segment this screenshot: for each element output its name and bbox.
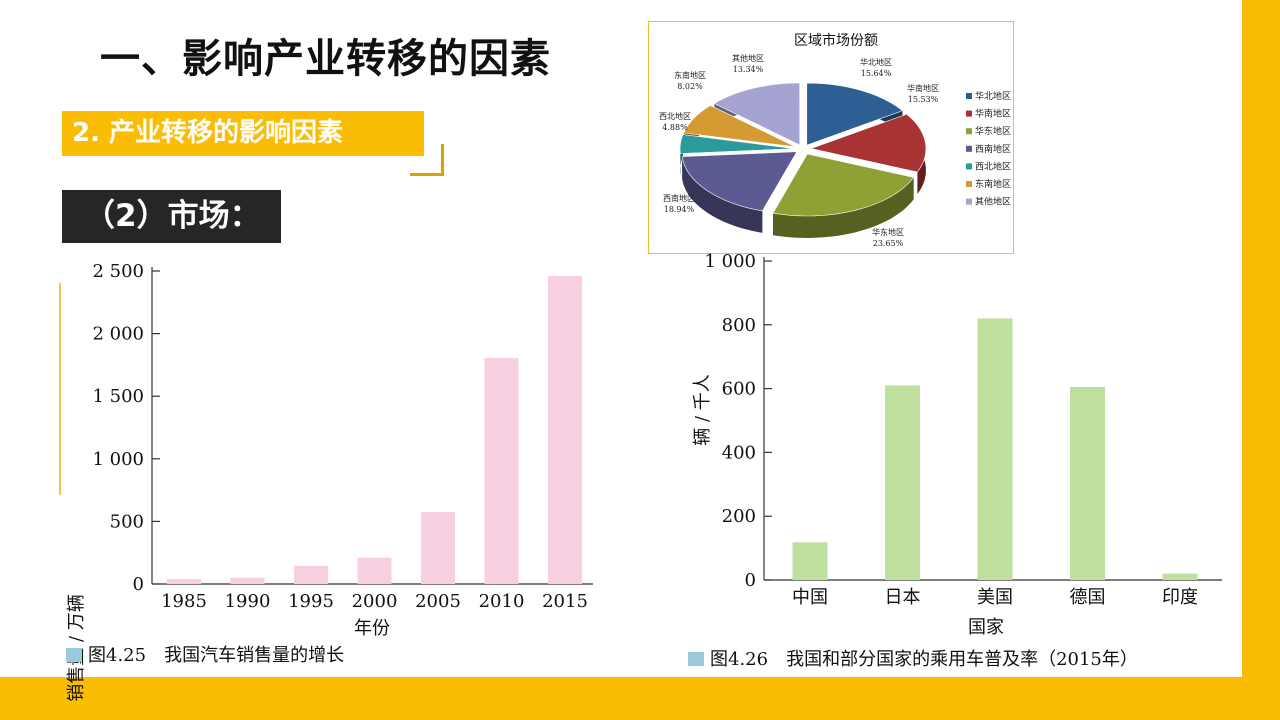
- y-tick-label: 0: [133, 574, 144, 595]
- y-tick-label: 1 500: [92, 386, 144, 407]
- y-tick-label: 800: [722, 315, 756, 336]
- x-axis-title: 年份: [354, 618, 390, 639]
- pie-slice: [772, 153, 915, 217]
- y-tick-label: 400: [722, 442, 756, 463]
- x-tick-label: 1985: [161, 591, 207, 612]
- x-tick-label: 1990: [225, 591, 271, 612]
- pie-slice-value: 18.94%: [664, 205, 695, 214]
- bar: [294, 565, 328, 584]
- y-tick-label: 500: [110, 511, 144, 532]
- bar: [421, 512, 455, 584]
- legend-item: 华东地区: [975, 125, 1011, 137]
- legend-swatch: [966, 163, 972, 170]
- legend-swatch: [966, 181, 972, 187]
- pie-slice-label: 其他地区: [732, 53, 764, 63]
- pie-slice-value: 4.88%: [662, 123, 688, 132]
- pie-slice-side: [682, 156, 763, 233]
- decorative-line: [59, 283, 61, 495]
- bar: [230, 577, 265, 584]
- y-tick-label: 200: [722, 506, 756, 527]
- caption-marker: [66, 648, 82, 662]
- y-tick-label: 600: [722, 379, 756, 400]
- pie-slice: [681, 151, 798, 212]
- x-axis-title: 国家: [968, 617, 1004, 638]
- legend-item: 西南地区: [975, 143, 1011, 155]
- bar: [885, 385, 920, 580]
- x-tick-label: 美国: [977, 587, 1013, 608]
- ownership-bar-chart: 0 200 400 600 800 1 000 中国 日本 美国 德国 印度 国家 辆 / 千人: [692, 251, 1222, 638]
- bar: [1070, 387, 1105, 580]
- bottom-accent-bar: [0, 677, 1280, 720]
- pie-slice-value: 13.34%: [733, 65, 764, 74]
- pie-slice-value: 15.53%: [908, 95, 939, 104]
- pie-chart: 区域市场份额 华北地区 15.64% 华南地区 15.53% 华东地区 23.65% 西南地…: [659, 32, 1011, 248]
- pie-slice: [713, 82, 801, 146]
- right-accent-bar: [1242, 0, 1280, 720]
- x-tick-label: 2000: [352, 591, 398, 612]
- pie-slice-label: 华南地区: [907, 83, 939, 93]
- pie-slice-label: 西北地区: [659, 111, 691, 121]
- bar: [167, 578, 201, 584]
- x-tick-label: 2010: [479, 591, 525, 612]
- bar: [977, 318, 1013, 580]
- legend-swatch: [966, 110, 972, 117]
- y-tick-label: 0: [745, 570, 756, 591]
- x-tick-label: 印度: [1162, 587, 1198, 608]
- pie-slice: [683, 105, 797, 148]
- caption-marker: [688, 652, 704, 666]
- caption-text: 图4.25 我国汽车销售量的增长: [88, 645, 345, 666]
- sales-bar-chart: 0 500 1 000 1 500 2 000 2 500 1985 1990 1995 200…: [66, 261, 593, 702]
- x-tick-label: 2005: [415, 591, 461, 612]
- legend-swatch: [966, 198, 972, 205]
- bar: [1162, 573, 1198, 580]
- pie-slice: [806, 82, 904, 146]
- pie-slice-label: 华北地区: [860, 57, 892, 67]
- x-tick-label: 1995: [288, 591, 334, 612]
- legend-item: 华南地区: [975, 108, 1011, 120]
- x-tick-label: 德国: [1070, 587, 1106, 608]
- bar: [548, 276, 582, 584]
- pie-title: 区域市场份额: [794, 32, 878, 49]
- pie-slice-value: 23.65%: [873, 239, 904, 248]
- legend-swatch: [966, 93, 972, 99]
- y-axis-title: 辆 / 千人: [692, 374, 713, 446]
- heading-corner-accent: [410, 144, 444, 176]
- y-tick-label: 1 000: [704, 251, 756, 272]
- pie-slice: [679, 134, 796, 154]
- x-tick-label: 日本: [885, 587, 921, 608]
- pie-slice-value: 15.64%: [861, 69, 892, 78]
- legend-swatch: [966, 128, 972, 135]
- y-tick-label: 2 000: [92, 324, 144, 345]
- x-tick-label: 中国: [792, 587, 828, 608]
- figure-caption-4-26: 图4.26 我国和部分国家的乘用车普及率（2015年）: [688, 645, 1138, 671]
- legend-item: 华北地区: [975, 90, 1011, 102]
- legend-item: 西北地区: [975, 160, 1011, 172]
- legend-item: 东南地区: [975, 178, 1011, 190]
- pie-slice: [809, 113, 927, 173]
- pie-slice-value: 8.02%: [677, 82, 703, 91]
- bar: [792, 542, 828, 580]
- section-heading: 2. 产业转移的影响因素: [62, 111, 424, 156]
- slide-title: 一、影响产业转移的因素: [100, 36, 551, 82]
- y-tick-label: 2 500: [92, 261, 144, 282]
- caption-text: 图4.26 我国和部分国家的乘用车普及率（2015年）: [710, 649, 1138, 670]
- bar: [357, 557, 392, 584]
- legend-item: 其他地区: [975, 196, 1011, 208]
- y-tick-label: 1 000: [92, 449, 144, 470]
- legend-swatch: [966, 145, 972, 152]
- pie-slice-label: 东南地区: [674, 70, 706, 80]
- x-tick-label: 2015: [542, 591, 588, 612]
- pie-slice-label: 华东地区: [872, 227, 904, 237]
- bar: [484, 358, 519, 584]
- subsection-heading: （2）市场：: [62, 190, 281, 243]
- figure-caption-4-25: 图4.25 我国汽车销售量的增长: [66, 641, 344, 667]
- pie-slice-side: [773, 177, 914, 238]
- pie-slice-label: 西南地区: [663, 193, 695, 203]
